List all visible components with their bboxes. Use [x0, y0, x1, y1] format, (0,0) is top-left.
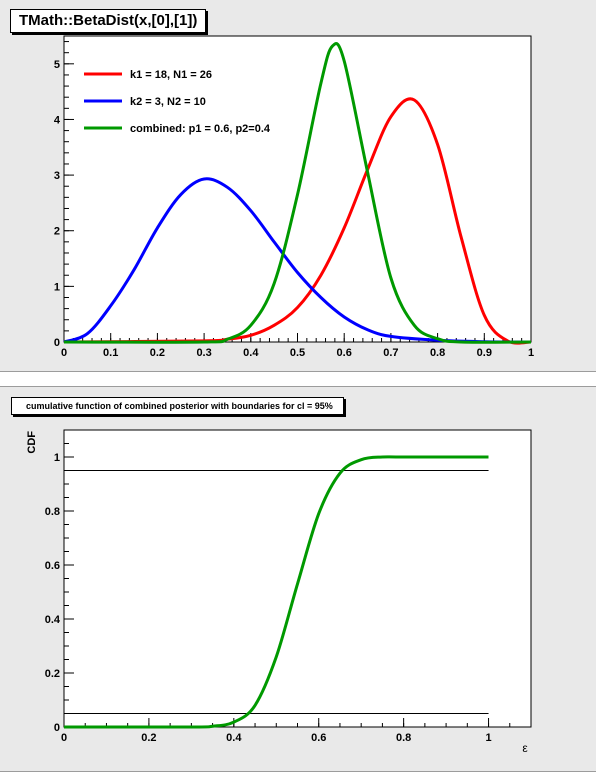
y-tick-label: 0: [54, 337, 60, 349]
bottom-plot-frame: [64, 430, 531, 727]
y-tick-label: 1: [54, 281, 60, 293]
x-tick-label: 0.6: [337, 347, 352, 359]
y-tick-label: 3: [54, 170, 60, 182]
y-tick-label: 2: [54, 226, 60, 238]
x-tick-label: 0.8: [396, 732, 411, 744]
x-tick-label: 0.2: [141, 732, 156, 744]
x-tick-label: 0.4: [226, 732, 242, 744]
x-tick-label: 1: [528, 347, 534, 359]
legend-label: k1 = 18, N1 = 26: [130, 69, 212, 81]
y-tick-label: 0.6: [45, 560, 60, 572]
x-tick-label: 0.5: [290, 347, 305, 359]
x-tick-label: 0.4: [243, 347, 259, 359]
x-axis-label: ε: [522, 741, 528, 755]
x-tick-label: 0.7: [383, 347, 398, 359]
y-axis-label: CDF: [26, 431, 38, 454]
legend-label: k2 = 3, N2 = 10: [130, 96, 206, 108]
y-tick-label: 1: [54, 452, 60, 464]
x-tick-label: 0: [61, 347, 67, 359]
y-tick-label: 0: [54, 722, 60, 734]
y-tick-label: 4: [54, 114, 61, 126]
y-tick-label: 5: [54, 59, 60, 71]
x-tick-label: 0.8: [430, 347, 445, 359]
x-tick-label: 0.1: [103, 347, 118, 359]
y-tick-label: 0.2: [45, 668, 60, 680]
x-tick-label: 0.2: [150, 347, 165, 359]
legend-label: combined: p1 = 0.6, p2=0.4: [130, 123, 271, 135]
x-tick-label: 0: [61, 732, 67, 744]
x-tick-label: 1: [485, 732, 491, 744]
x-tick-label: 0.3: [196, 347, 211, 359]
x-tick-label: 0.9: [477, 347, 492, 359]
y-tick-label: 0.8: [45, 506, 60, 518]
bottom-chart-title: cumulative function of combined posterio…: [11, 397, 344, 415]
x-tick-label: 0.6: [311, 732, 326, 744]
y-tick-label: 0.4: [45, 614, 61, 626]
top-chart-title: TMath::BetaDist(x,[0],[1]): [10, 9, 206, 33]
